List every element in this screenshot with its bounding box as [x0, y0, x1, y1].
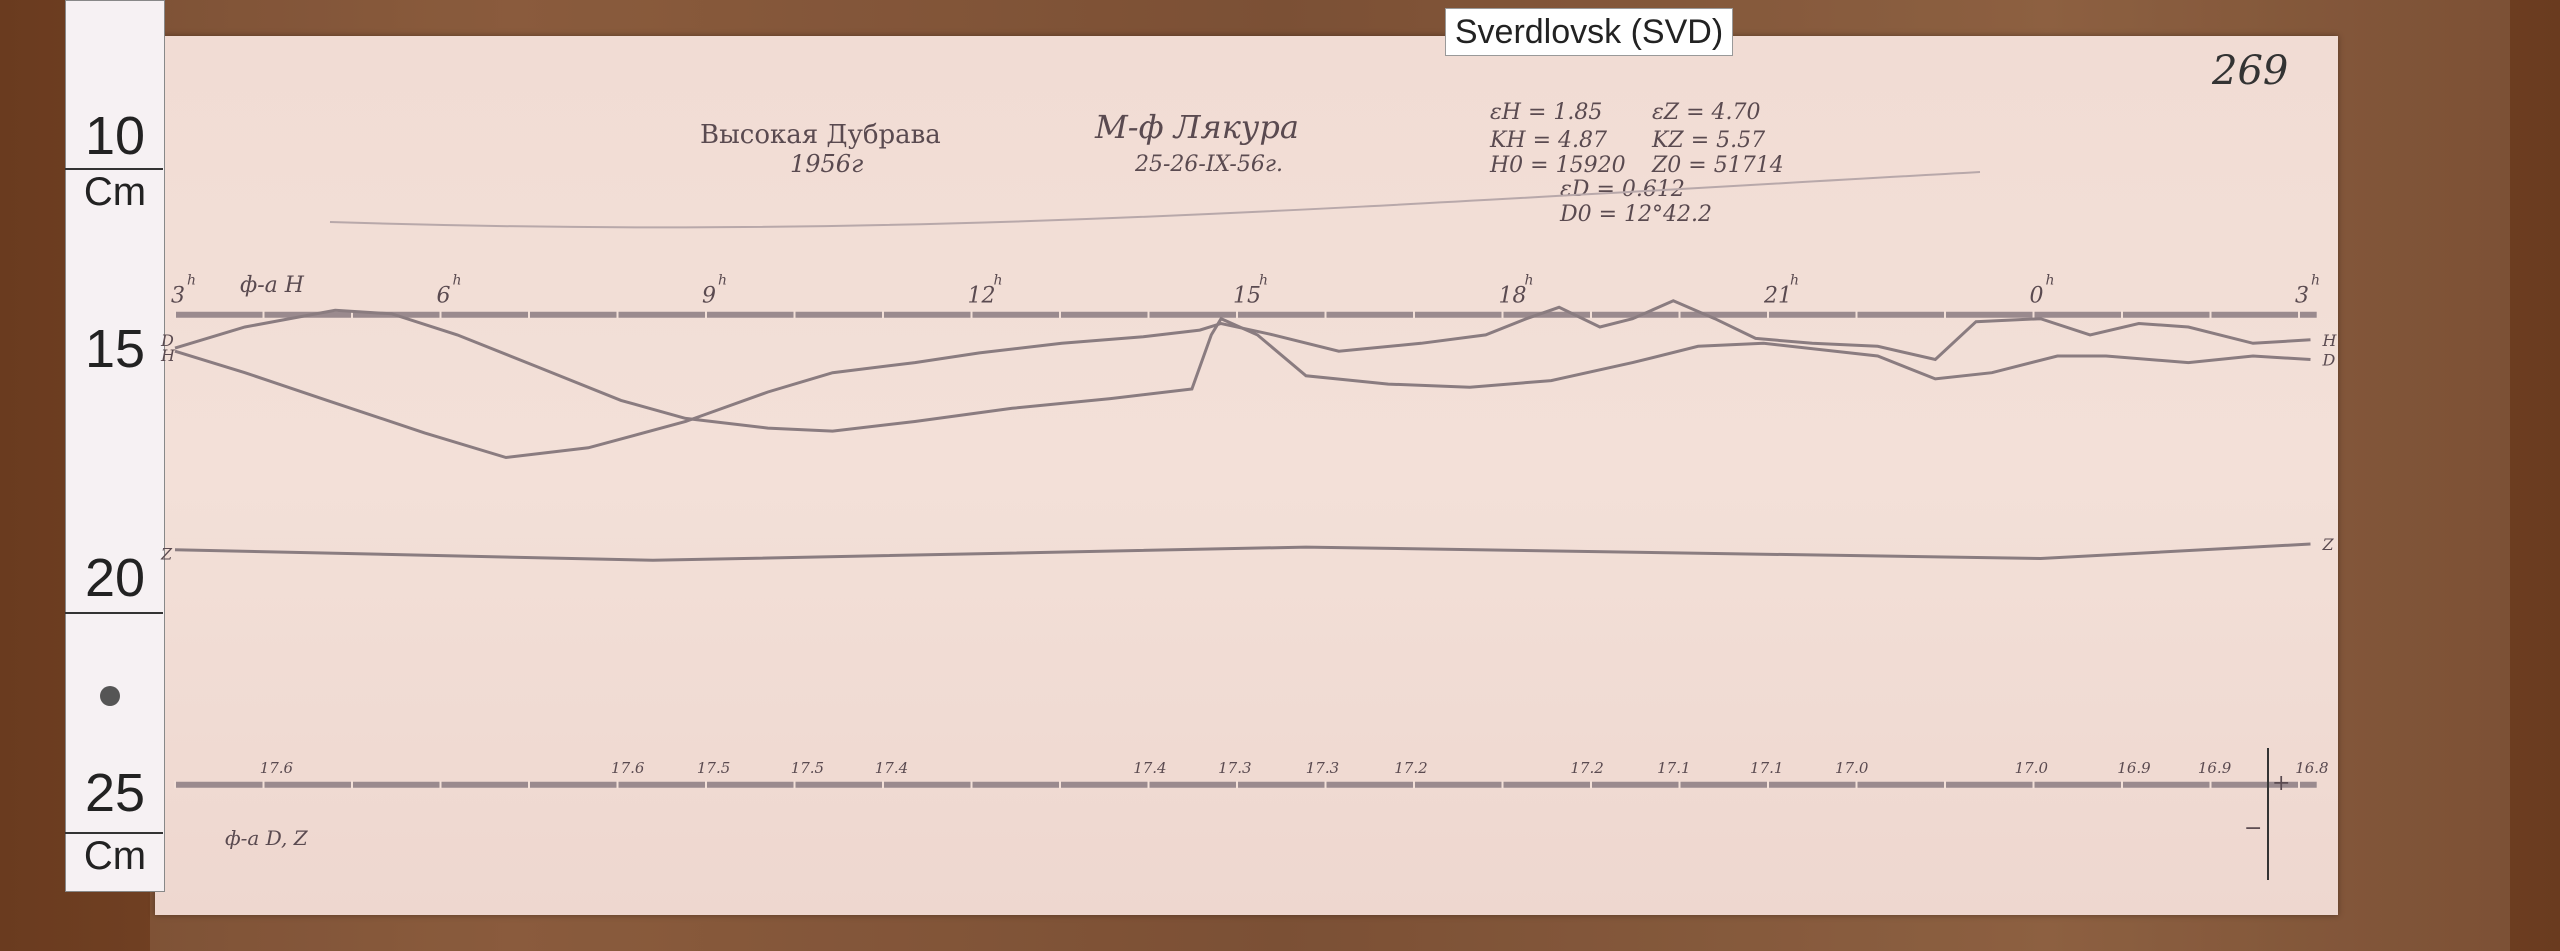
hour-tick-label: 12 [968, 284, 996, 309]
series-D-line [174, 308, 2311, 433]
top-baseline-label: ф-а H [240, 273, 305, 298]
faint-trace [329, 171, 1981, 229]
series-H-right-label: H [2322, 331, 2338, 350]
scale-minus: − [2244, 816, 2262, 841]
hour-superscript: h [718, 273, 727, 289]
hour-tick-label: 9 [702, 284, 716, 309]
bottom-annotation: 17.0 [1835, 759, 1869, 777]
hour-superscript: h [2046, 273, 2055, 289]
hour-superscript: h [1259, 273, 1268, 289]
hour-tick-label: 21 [1763, 284, 1792, 309]
bottom-annotation: 16.9 [2117, 759, 2151, 777]
ruler-mark-10: 10 [84, 106, 146, 166]
ruler [65, 0, 165, 892]
series-D-right-label: D [2322, 351, 2336, 370]
series-H-line [174, 299, 2311, 460]
bottom-annotation: 17.2 [1570, 759, 1603, 777]
hour-tick-label: 18 [1499, 284, 1527, 309]
param-eps-h: εH = 1.85 [1490, 100, 1603, 125]
hour-superscript: h [2311, 273, 2320, 289]
series-H-left-label: H [160, 346, 176, 365]
bottom-annotation: 17.1 [1750, 759, 1783, 777]
bottom-annotation: 17.0 [2015, 759, 2049, 777]
series-Z-right-label: Z [2322, 535, 2335, 554]
header-compiler: М-ф Лякура [1095, 108, 1299, 146]
bottom-annotation: 17.3 [1306, 759, 1339, 777]
ruler-divider [65, 832, 163, 834]
hour-superscript: h [1790, 273, 1799, 289]
ruler-mark-15: 15 [84, 319, 146, 379]
station-label-card: Sverdlovsk (SVD) [1445, 8, 1733, 56]
bottom-annotation: 17.5 [791, 759, 824, 777]
hour-tick-label: 6 [437, 284, 451, 309]
magnetogram-sheet [155, 36, 2338, 915]
bottom-annotation: 17.4 [875, 759, 908, 777]
bottom-annotation: 16.9 [2198, 759, 2232, 777]
hour-tick-label: 3 [2295, 284, 2309, 309]
sheet-number: 269 [2212, 48, 2289, 94]
hour-superscript: h [187, 273, 196, 289]
bottom-annotation: 17.4 [1133, 759, 1166, 777]
ruler-mark-25: 25 [84, 763, 146, 823]
header-date: 25-26-IX-56г. [1135, 152, 1283, 177]
mount-hole [100, 686, 120, 706]
series-D-left-label: D [160, 331, 174, 350]
series-Z-left-label: Z [160, 545, 173, 564]
scale-plus: + [2272, 771, 2290, 796]
param-z0: Z0 = 51714 [1652, 153, 1784, 178]
bottom-baseline-label: ф-а D, Z [225, 826, 309, 850]
header-station-year: 1956г [790, 150, 864, 178]
bottom-annotation: 17.3 [1218, 759, 1251, 777]
hour-superscript: h [994, 273, 1003, 289]
ruler-mark-20: 20 [84, 548, 146, 608]
bottom-annotation: 17.2 [1394, 759, 1427, 777]
bottom-annotation: 17.1 [1657, 759, 1690, 777]
header-station: Высокая Дубрава [700, 120, 941, 150]
hour-superscript: h [1525, 273, 1534, 289]
hour-tick-label: 3 [171, 284, 185, 309]
ruler-divider [65, 168, 163, 170]
bottom-annotation: 17.6 [260, 759, 294, 777]
param-k-h: KH = 4.87 [1490, 128, 1608, 153]
hour-tick-label: 15 [1233, 284, 1261, 309]
ruler-unit-bottom: Cm [83, 834, 147, 878]
ruler-divider [65, 612, 163, 614]
param-h0: H0 = 15920 [1490, 153, 1626, 178]
param-eps-z: εZ = 4.70 [1652, 100, 1761, 125]
series-Z-line [174, 542, 2311, 562]
param-k-z: KZ = 5.57 [1652, 128, 1766, 153]
hour-superscript: h [453, 273, 462, 289]
bottom-annotation: 16.8 [2295, 759, 2328, 777]
bottom-annotation: 17.5 [697, 759, 730, 777]
param-d0: D0 = 12°42.2 [1560, 202, 1713, 227]
hour-tick-label: 0 [2030, 284, 2044, 309]
bottom-annotation: 17.6 [611, 759, 645, 777]
ruler-unit-top: Cm [83, 170, 147, 214]
